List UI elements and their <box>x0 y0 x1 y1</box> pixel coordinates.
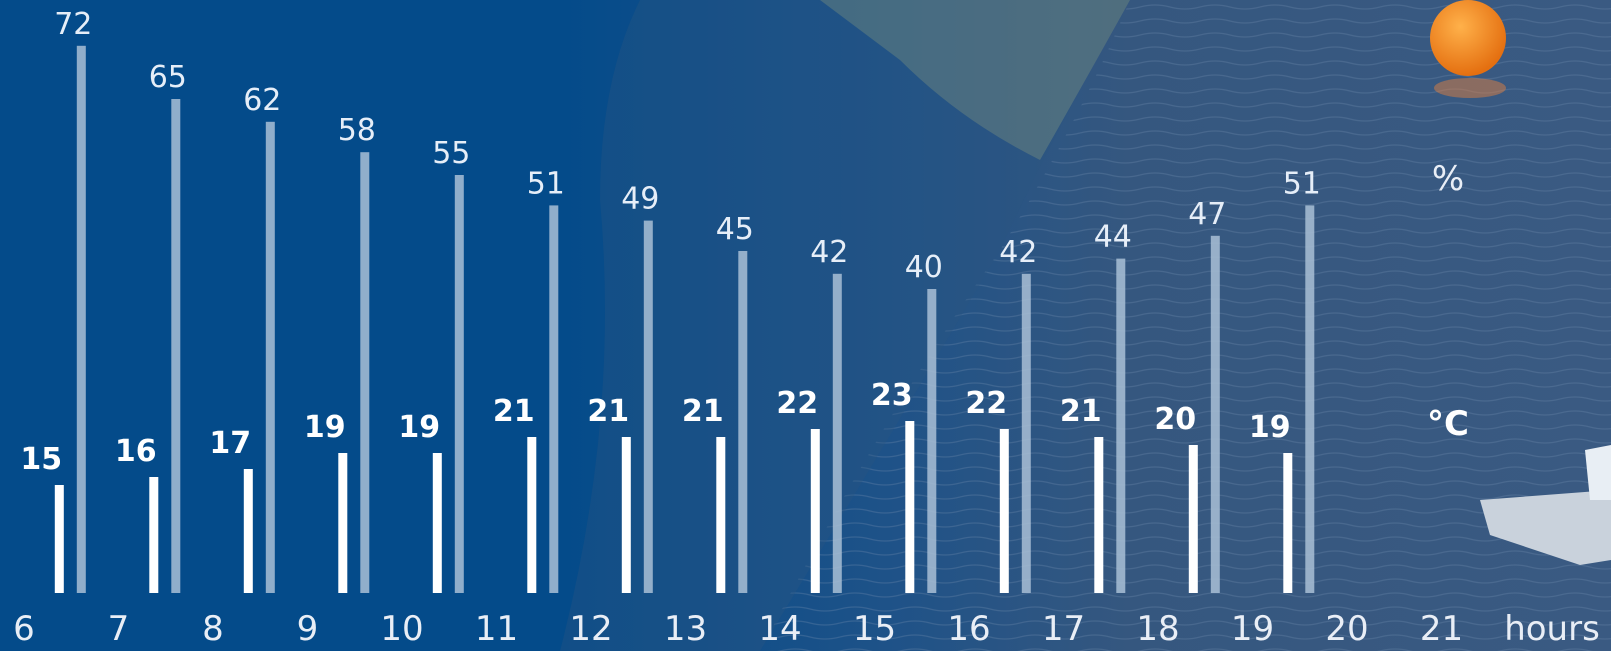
temperature-bar <box>54 485 64 593</box>
x-tick-label: 6 <box>13 609 35 649</box>
temperature-bar <box>1094 437 1104 593</box>
humidity-bar <box>76 45 86 594</box>
x-tick-label: 12 <box>569 609 612 649</box>
brush-stroke <box>560 0 1130 651</box>
humidity-value-label: 47 <box>1188 197 1226 232</box>
temperature-value-label: 21 <box>587 394 629 429</box>
temperature-bar <box>243 469 253 593</box>
temperature-value-label: 15 <box>20 442 62 477</box>
x-tick-label: 16 <box>947 609 990 649</box>
humidity-bar <box>360 152 370 593</box>
x-tick-label: 10 <box>380 609 423 649</box>
temperature-value-label: 22 <box>965 386 1007 421</box>
temperature-bar <box>810 429 820 593</box>
humidity-bar <box>549 205 559 593</box>
humidity-unit-label: % <box>1432 159 1464 199</box>
humidity-bar <box>643 220 653 593</box>
humidity-bar <box>1116 258 1126 593</box>
x-tick-label: 21 <box>1420 609 1463 649</box>
humidity-value-label: 45 <box>716 212 754 247</box>
humidity-bar <box>265 121 275 594</box>
sand-tint <box>820 0 1130 160</box>
humidity-bar <box>171 99 181 593</box>
temperature-value-label: 17 <box>209 426 251 461</box>
temperature-series <box>54 421 1293 593</box>
x-tick-label: 19 <box>1231 609 1274 649</box>
humidity-value-label: 51 <box>1283 166 1321 201</box>
x-tick-label: 20 <box>1325 609 1368 649</box>
x-tick-label: 9 <box>297 609 319 649</box>
temperature-bar <box>716 437 726 593</box>
temperature-bar <box>149 477 159 593</box>
boat-hull <box>1480 490 1611 565</box>
humidity-value-label: 42 <box>810 235 848 270</box>
humidity-bar <box>454 175 464 593</box>
water-ripples <box>760 0 1611 651</box>
temperature-value-label: 16 <box>115 434 157 469</box>
x-tick-label: 14 <box>758 609 801 649</box>
temperature-unit-label: °C <box>1427 404 1469 444</box>
temperature-value-label: 19 <box>398 410 440 445</box>
humidity-bar <box>832 273 842 593</box>
humidity-value-label: 49 <box>621 182 659 217</box>
temperature-value-label: 21 <box>682 394 724 429</box>
humidity-value-label: 58 <box>338 113 376 148</box>
temperature-bar <box>999 429 1009 593</box>
temperature-value-label: 19 <box>1249 410 1291 445</box>
x-tick-label: 17 <box>1042 609 1085 649</box>
temperature-bar <box>1283 453 1293 593</box>
x-tick-label: 7 <box>108 609 130 649</box>
temperature-bar <box>621 437 631 593</box>
buoy-reflection <box>1434 78 1506 98</box>
temperature-bar <box>527 437 537 593</box>
humidity-value-label: 42 <box>999 235 1037 270</box>
temperature-value-label: 23 <box>871 378 913 413</box>
x-axis-ticks: 6 7 8 9 10 11 12 13 14 15 16 17 18 19 20 21 <box>13 609 1463 649</box>
temperature-bar <box>432 453 442 593</box>
humidity-value-label: 44 <box>1094 220 1132 255</box>
boat-cabin <box>1585 445 1611 500</box>
x-tick-label: 15 <box>853 609 896 649</box>
humidity-bar <box>1305 205 1315 593</box>
buoy-icon <box>1430 0 1506 76</box>
humidity-value-label: 55 <box>432 136 470 171</box>
temperature-value-labels: 15 16 17 19 19 21 21 21 22 23 22 21 20 19 <box>20 378 1290 477</box>
humidity-value-labels: 72 65 62 58 55 51 49 45 42 40 42 44 47 51 <box>54 7 1321 285</box>
x-tick-label: 13 <box>664 609 707 649</box>
x-axis-unit-label: hours <box>1504 609 1600 649</box>
humidity-bar <box>1210 235 1220 594</box>
temperature-value-label: 21 <box>493 394 535 429</box>
x-tick-label: 11 <box>475 609 518 649</box>
humidity-series <box>76 45 1315 594</box>
humidity-bar <box>1021 273 1031 593</box>
humidity-value-label: 62 <box>243 83 281 118</box>
temperature-bar <box>1188 445 1198 593</box>
humidity-bar <box>738 251 748 593</box>
temperature-bar <box>338 453 348 593</box>
temperature-value-label: 20 <box>1154 402 1196 437</box>
temperature-value-label: 19 <box>304 410 346 445</box>
temperature-bar <box>905 421 915 593</box>
humidity-value-label: 40 <box>905 250 943 285</box>
temperature-value-label: 21 <box>1060 394 1102 429</box>
humidity-bar <box>927 289 937 593</box>
humidity-value-label: 65 <box>149 60 187 95</box>
humidity-value-label: 72 <box>54 7 92 42</box>
humidity-value-label: 51 <box>527 166 565 201</box>
x-tick-label: 8 <box>202 609 224 649</box>
temperature-value-label: 22 <box>776 386 818 421</box>
x-tick-label: 18 <box>1136 609 1179 649</box>
